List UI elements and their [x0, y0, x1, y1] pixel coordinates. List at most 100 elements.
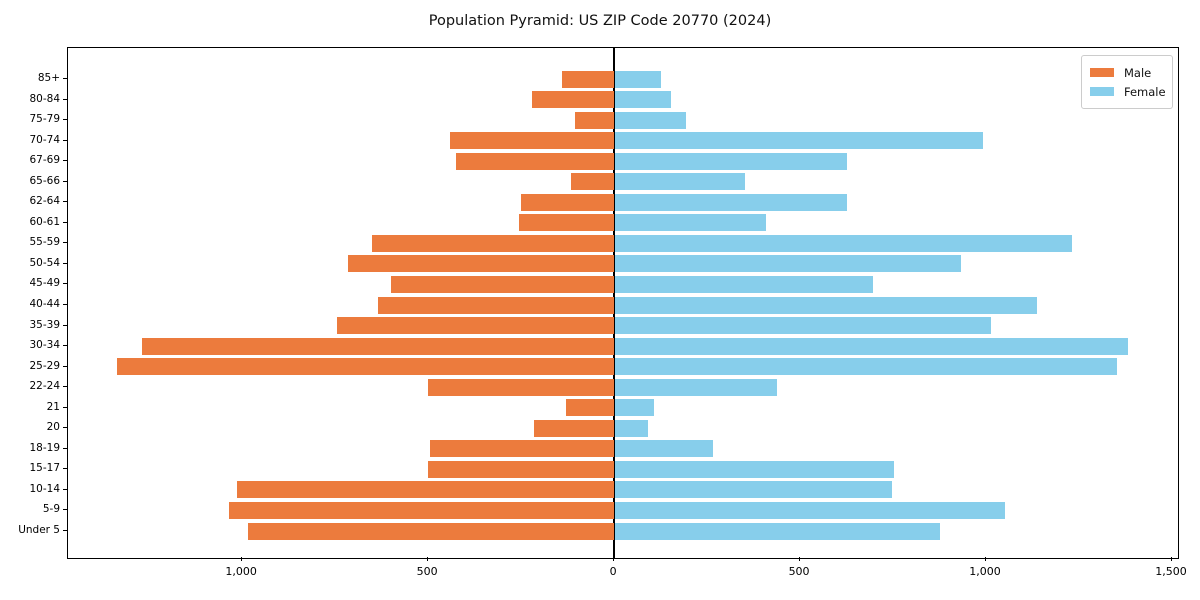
y-tick-mark	[63, 201, 67, 203]
x-tick-label: 1,000	[969, 565, 1001, 578]
bar-male	[372, 234, 615, 252]
bar-female	[614, 378, 777, 396]
y-tick-label: 75-79	[29, 113, 60, 126]
y-tick-label: 85+	[37, 72, 60, 84]
chart-title: Population Pyramid: US ZIP Code 20770 (2…	[428, 13, 772, 29]
bar-male	[561, 70, 615, 88]
y-tick-mark	[63, 447, 67, 449]
x-tick-mark	[799, 557, 801, 561]
female-legend-label: Female	[1124, 84, 1166, 99]
bar-female	[614, 255, 961, 273]
bar-male	[455, 152, 615, 170]
bar-female	[614, 358, 1118, 376]
bar-female	[614, 234, 1073, 252]
bar-male	[377, 296, 615, 314]
x-tick-mark	[1171, 557, 1173, 561]
y-tick-mark	[63, 509, 67, 511]
bar-female	[614, 440, 714, 458]
x-tick-label: 1,000	[225, 565, 257, 578]
y-tick-mark	[63, 139, 67, 141]
bar-male	[229, 501, 615, 519]
bar-female	[614, 337, 1129, 355]
y-tick-mark	[63, 283, 67, 285]
bar-male	[336, 317, 615, 335]
y-tick-mark	[63, 304, 67, 305]
y-tick-mark	[63, 386, 67, 388]
bar-female	[614, 317, 991, 335]
y-tick-mark	[63, 468, 67, 470]
bar-female	[614, 275, 874, 293]
bar-female	[614, 399, 654, 417]
female-legend-swatch	[1090, 87, 1114, 96]
y-tick-mark	[63, 345, 67, 347]
bar-female	[614, 501, 1006, 519]
bar-female	[614, 193, 848, 211]
y-tick-label: 60-61	[29, 215, 60, 228]
bar-male	[565, 399, 615, 417]
bar-female	[614, 522, 941, 540]
plot-area: Male Female	[67, 47, 1179, 559]
x-tick-label: 500	[788, 565, 810, 578]
bar-female	[614, 460, 894, 478]
bar-female	[614, 173, 746, 191]
bar-male	[450, 132, 615, 150]
x-tick-label: 0	[609, 565, 617, 578]
y-tick-label: 15-17	[29, 462, 60, 475]
bar-male	[429, 440, 615, 458]
bar-male	[519, 214, 615, 232]
legend-row-male: Male	[1090, 63, 1164, 82]
y-tick-label: 30-34	[29, 339, 60, 352]
male-legend-swatch	[1090, 68, 1114, 77]
legend: Male Female	[1081, 55, 1173, 109]
bar-female	[614, 70, 662, 88]
bar-male	[390, 275, 615, 293]
y-tick-label: 22-24	[29, 380, 60, 393]
y-tick-mark	[63, 180, 67, 182]
y-tick-mark	[63, 160, 67, 162]
x-tick-label: 500	[416, 565, 438, 578]
y-tick-mark	[63, 242, 67, 244]
bar-female	[614, 111, 686, 129]
x-tick-label: 1,500	[1155, 565, 1187, 578]
bar-male	[571, 173, 615, 191]
bar-female	[614, 481, 892, 499]
bar-female	[614, 296, 1038, 314]
y-tick-label: 45-49	[29, 277, 60, 290]
y-tick-label: 20	[46, 421, 60, 434]
bar-female	[614, 132, 984, 150]
bar-male	[348, 255, 615, 273]
x-tick-mark	[613, 557, 615, 561]
y-tick-label: 65-66	[29, 174, 60, 187]
x-tick-mark	[427, 557, 429, 561]
bar-female	[614, 419, 649, 437]
y-tick-label: 25-29	[29, 359, 60, 372]
bar-male	[428, 460, 615, 478]
y-tick-label: 80-84	[29, 92, 60, 105]
y-tick-label: 50-54	[29, 256, 60, 269]
y-tick-label: 10-14	[29, 482, 60, 495]
x-tick-mark	[241, 557, 243, 561]
bar-male	[532, 91, 615, 109]
bar-male	[534, 419, 615, 437]
bar-male	[236, 481, 615, 499]
y-tick-label: 35-39	[29, 318, 60, 331]
legend-row-female: Female	[1090, 82, 1166, 101]
bar-male	[521, 193, 615, 211]
y-tick-mark	[63, 324, 67, 326]
y-tick-mark	[63, 98, 67, 100]
y-tick-label: 21	[46, 400, 60, 413]
y-tick-label: 40-44	[29, 298, 60, 310]
y-tick-label: 5-9	[42, 503, 60, 516]
y-tick-mark	[63, 427, 67, 429]
bar-female	[614, 152, 848, 170]
y-tick-mark	[63, 488, 67, 490]
y-tick-label: 70-74	[29, 133, 60, 146]
y-tick-label: 62-64	[29, 195, 60, 208]
y-tick-label: 18-19	[29, 441, 60, 454]
y-tick-mark	[63, 262, 67, 264]
bar-male	[428, 378, 615, 396]
y-tick-mark	[63, 406, 67, 408]
y-tick-label: Under 5	[18, 524, 60, 536]
bar-female	[614, 91, 671, 109]
